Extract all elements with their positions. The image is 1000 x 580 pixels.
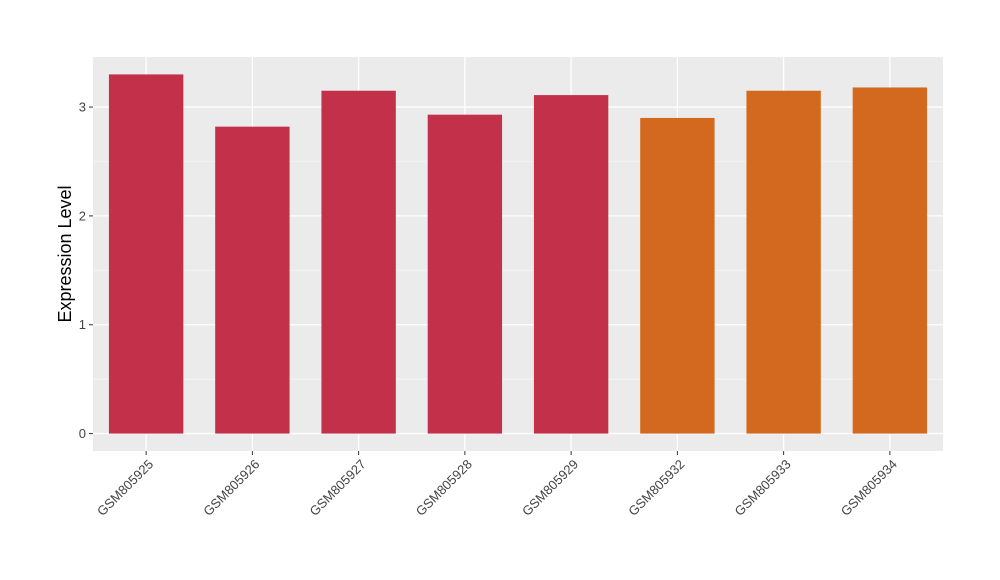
y-axis: 0 1 2 3: [79, 100, 93, 441]
x-tick-label: GSM805928: [413, 457, 475, 519]
bar: [108, 74, 184, 434]
x-tick-label: GSM805929: [519, 457, 581, 519]
y-axis-title: Expression Level: [55, 185, 75, 322]
bar: [640, 117, 715, 434]
bar: [215, 126, 290, 434]
bar: [321, 90, 396, 434]
x-tick-label: GSM805933: [732, 457, 794, 519]
x-tick-label: GSM805926: [200, 457, 262, 519]
x-tick-label: GSM805932: [625, 457, 687, 519]
x-tick-label: GSM805934: [838, 457, 900, 519]
y-tick-label: 0: [79, 426, 86, 441]
bar: [852, 87, 928, 434]
bars: [108, 74, 928, 434]
bar: [746, 90, 821, 434]
bar: [427, 114, 503, 434]
x-tick-label: GSM805925: [94, 457, 156, 519]
y-tick-label: 3: [79, 100, 86, 115]
x-axis: GSM805925 GSM805926 GSM805927 GSM805928 GSM8…: [94, 451, 900, 519]
y-tick-label: 2: [79, 208, 86, 223]
bar: [533, 95, 609, 434]
y-tick-label: 1: [79, 317, 86, 332]
x-tick-label: GSM805927: [307, 457, 369, 519]
